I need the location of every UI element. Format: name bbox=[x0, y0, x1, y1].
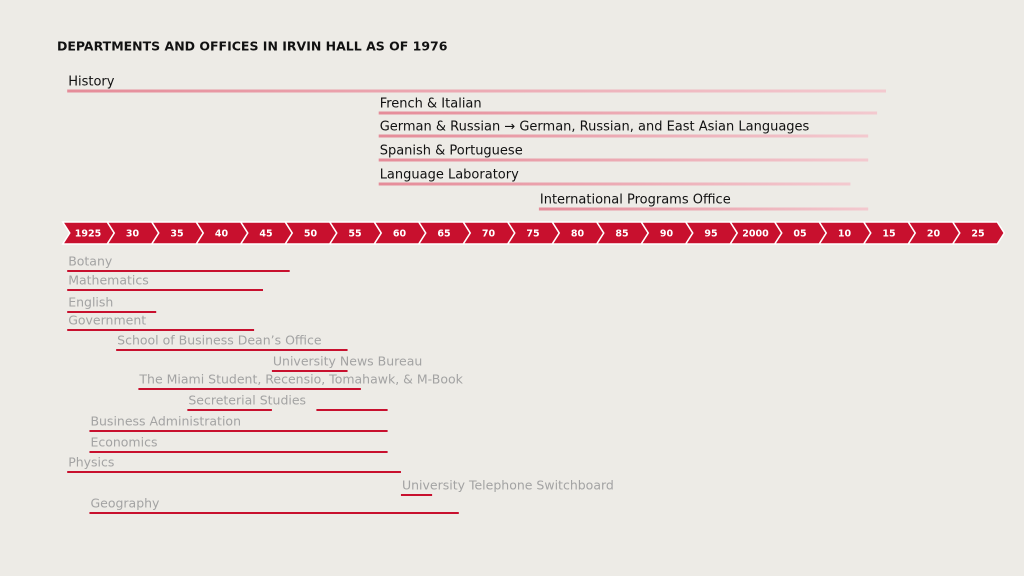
lower-label: Secreterial Studies bbox=[188, 393, 306, 408]
lower-bar bbox=[138, 388, 361, 390]
timeline-label: 40 bbox=[215, 229, 229, 240]
timeline-label: 75 bbox=[526, 229, 539, 240]
lower-label: Geography bbox=[90, 496, 160, 511]
upper-bar bbox=[67, 89, 886, 93]
timeline-label: 85 bbox=[615, 229, 628, 240]
lower-bar bbox=[67, 471, 401, 473]
timeline-label: 25 bbox=[971, 229, 984, 240]
lower-label: University News Bureau bbox=[273, 354, 422, 369]
lower-label: Mathematics bbox=[68, 273, 149, 288]
title: DEPARTMENTS AND OFFICES IN IRVIN HALL AS… bbox=[57, 39, 448, 54]
lower-label: School of Business Dean’s Office bbox=[117, 333, 322, 348]
upper-bar bbox=[378, 158, 869, 162]
lower-bar bbox=[67, 289, 263, 291]
lower-label: English bbox=[68, 295, 113, 310]
timeline-label: 50 bbox=[304, 229, 318, 240]
lower-label: The Miami Student, Recensio, Tomahawk, &… bbox=[138, 372, 463, 387]
lower-label: Physics bbox=[68, 455, 114, 470]
timeline-label: 15 bbox=[882, 229, 895, 240]
timeline-label: 95 bbox=[704, 229, 717, 240]
lower-bar bbox=[67, 329, 255, 331]
lower-bar bbox=[67, 270, 290, 272]
lower-bar bbox=[67, 311, 157, 313]
upper-label: French & Italian bbox=[380, 97, 482, 112]
upper-bar bbox=[378, 182, 851, 186]
timeline-label: 80 bbox=[571, 229, 585, 240]
upper-bar bbox=[378, 134, 869, 138]
lower-bar bbox=[400, 494, 433, 496]
timeline-label: 2000 bbox=[742, 229, 769, 240]
upper-bar bbox=[378, 111, 878, 115]
upper-label: German & Russian → German, Russian, and … bbox=[380, 120, 810, 135]
upper-label: History bbox=[68, 75, 115, 90]
upper-label: Spanish & Portuguese bbox=[380, 144, 523, 159]
timeline-label: 45 bbox=[259, 229, 272, 240]
lower-bar bbox=[116, 349, 348, 351]
timeline-label: 30 bbox=[126, 229, 140, 240]
timeline-label: 35 bbox=[170, 229, 183, 240]
upper-label: Language Laboratory bbox=[380, 168, 519, 183]
upper-bar bbox=[538, 207, 869, 211]
timeline-label: 05 bbox=[793, 229, 806, 240]
lower-bar bbox=[89, 512, 459, 514]
lower-bar bbox=[187, 409, 272, 411]
lower-bar bbox=[316, 409, 388, 411]
timeline-label: 55 bbox=[348, 229, 361, 240]
timeline-label: 60 bbox=[393, 229, 407, 240]
lower-label: Botany bbox=[68, 254, 113, 269]
lower-label: Economics bbox=[90, 435, 157, 450]
timeline-label: 10 bbox=[838, 229, 852, 240]
timeline-label: 70 bbox=[482, 229, 496, 240]
lower-bar bbox=[89, 451, 388, 453]
lower-bar bbox=[89, 430, 388, 432]
timeline-label: 20 bbox=[927, 229, 941, 240]
lower-label: Business Administration bbox=[90, 414, 241, 429]
upper-label: International Programs Office bbox=[540, 193, 731, 208]
lower-label: University Telephone Switchboard bbox=[402, 478, 614, 493]
lower-label: Government bbox=[68, 313, 146, 328]
timeline-chevron bbox=[951, 221, 1006, 245]
lower-bar bbox=[271, 370, 348, 372]
timeline-label: 65 bbox=[437, 229, 450, 240]
timeline-label: 90 bbox=[660, 229, 674, 240]
timeline-label: 1925 bbox=[75, 229, 101, 240]
